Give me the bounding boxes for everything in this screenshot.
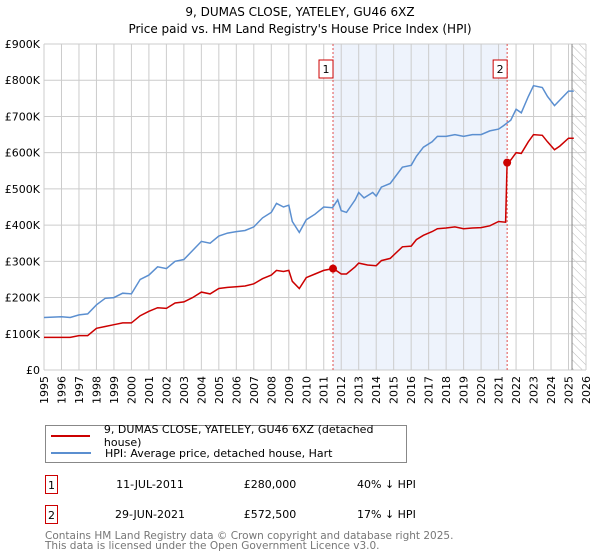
x-tick-label: 2024 <box>545 376 558 404</box>
y-tick-label: £0 <box>26 364 40 377</box>
x-tick-label: 2013 <box>353 376 366 404</box>
transaction-price: £572,500 <box>243 508 297 521</box>
sale-point <box>503 158 512 167</box>
sale-label-box <box>492 59 508 79</box>
sale-label: 2 <box>497 63 504 76</box>
x-tick-label: 2001 <box>143 376 156 404</box>
y-tick-label: £200K <box>5 292 41 305</box>
transaction-date: 11-JUL-2011 <box>116 478 184 491</box>
x-tick-label: 2025 <box>563 376 576 404</box>
x-tick-label: 2012 <box>335 376 348 404</box>
red-line-swatch <box>51 435 90 437</box>
blue-line-swatch <box>51 452 91 454</box>
x-tick-label: 2007 <box>248 376 261 404</box>
price-chart: 9, DUMAS CLOSE, YATELEY, GU46 6XZ Price … <box>5 5 593 404</box>
y-tick-label: £600K <box>5 147 41 160</box>
legend-label: 9, DUMAS CLOSE, YATELEY, GU46 6XZ (detac… <box>103 423 374 449</box>
x-tick-label: 2002 <box>160 376 173 404</box>
sale-label-box <box>318 59 334 79</box>
chart-title: 9, DUMAS CLOSE, YATELEY, GU46 6XZ <box>185 5 414 19</box>
property-price-line <box>44 133 574 339</box>
x-tick-label: 2023 <box>528 376 541 404</box>
transaction-row: 1 11-JUL-2011 £280,000 40% ↓ HPI <box>45 475 445 495</box>
transaction-date: 29-JUN-2021 <box>114 508 186 521</box>
legend-item-property: 9, DUMAS CLOSE, YATELEY, GU46 6XZ (detac… <box>46 423 406 449</box>
y-tick-label: £700K <box>5 110 41 123</box>
transaction-row: 2 29-JUN-2021 £572,500 17% ↓ HPI <box>45 505 445 525</box>
footer: Contains HM Land Registry data © Crown c… <box>45 530 454 552</box>
y-tick-label: £900K <box>5 38 41 51</box>
x-tick-label: 2009 <box>283 376 296 404</box>
marker-badge: 1 <box>45 475 58 494</box>
x-tick-label: 2006 <box>230 376 243 404</box>
x-tick-label: 2008 <box>265 376 278 404</box>
shaded-period <box>333 44 508 370</box>
y-tick-label: £500K <box>5 183 41 196</box>
forecast-hatch <box>572 44 586 370</box>
legend-item-hpi: HPI: Average price, detached house, Hart <box>46 445 332 461</box>
legend-label: HPI: Average price, detached house, Hart <box>105 446 333 460</box>
sale-point <box>329 264 338 273</box>
x-tick-label: 2000 <box>125 376 138 404</box>
x-tick-label: 2003 <box>178 376 191 404</box>
y-tick-label: £400K <box>5 219 41 232</box>
x-tick-label: 2010 <box>300 376 313 404</box>
x-tick-label: 2020 <box>475 376 488 404</box>
x-tick-label: 1999 <box>108 376 121 404</box>
x-tick-label: 1996 <box>55 376 68 404</box>
x-tick-label: 2015 <box>388 376 401 404</box>
x-tick-label: 2022 <box>510 376 523 404</box>
transaction-hpi: 40% ↓ HPI <box>357 478 416 491</box>
legend: 9, DUMAS CLOSE, YATELEY, GU46 6XZ (detac… <box>45 423 407 463</box>
transaction-hpi: 17% ↓ HPI <box>357 508 416 521</box>
sale-label: 1 <box>323 63 330 76</box>
x-tick-label: 2016 <box>405 376 418 404</box>
hpi-line <box>43 84 574 319</box>
x-tick-label: 2021 <box>493 376 506 404</box>
y-tick-label: £100K <box>5 328 41 341</box>
transaction-price: £280,000 <box>243 478 297 491</box>
x-tick-label: 1998 <box>90 376 103 404</box>
x-tick-label: 2017 <box>423 376 436 404</box>
copyright-text: Contains HM Land Registry data © Crown c… <box>45 530 454 542</box>
y-tick-label: £300K <box>5 255 41 268</box>
x-tick-label: 2026 <box>580 376 593 404</box>
x-tick-label: 2004 <box>195 376 208 404</box>
x-tick-label: 2014 <box>370 376 383 404</box>
x-tick-label: 1997 <box>73 376 86 404</box>
x-tick-label: 2018 <box>440 376 453 404</box>
chart-subtitle: Price paid vs. HM Land Registry's House … <box>128 22 471 36</box>
marker-badge: 2 <box>45 505 58 524</box>
x-tick-label: 2019 <box>458 376 471 404</box>
licence-text: This data is licensed under the Open Gov… <box>45 540 380 552</box>
x-tick-label: 2011 <box>318 376 331 404</box>
x-tick-label: 1995 <box>38 376 51 404</box>
y-tick-label: £800K <box>5 74 41 87</box>
x-tick-label: 2005 <box>213 376 226 404</box>
